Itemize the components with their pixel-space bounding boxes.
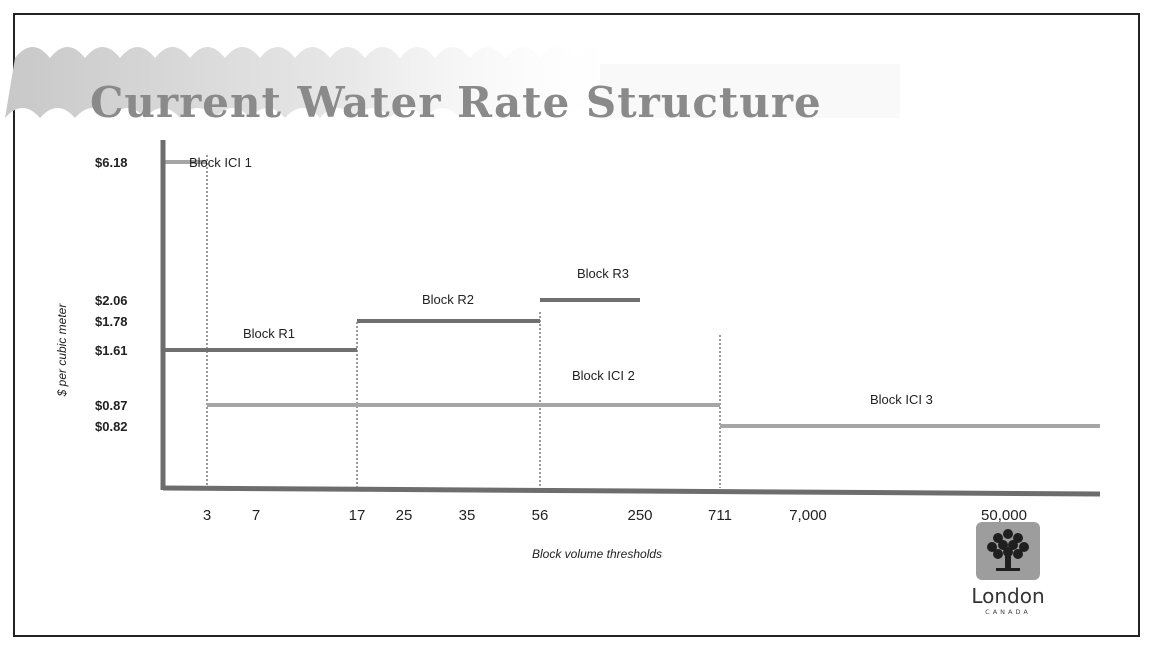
x-axis <box>162 485 1101 497</box>
london-logo: London CANADA <box>968 522 1048 616</box>
series-label-block-r2: Block R2 <box>422 292 474 307</box>
series-label-block-r1: Block R1 <box>243 326 295 341</box>
y-tick-label: $6.18 <box>95 155 128 170</box>
logo-wordmark: London <box>971 584 1045 608</box>
x-tick-label: 17 <box>349 507 366 524</box>
x-tick-label: 3 <box>203 507 211 524</box>
x-tick-label: 711 <box>708 507 732 524</box>
series-label-block-ici-2: Block ICI 2 <box>572 368 635 383</box>
series-label-block-ici-3: Block ICI 3 <box>870 392 933 407</box>
x-tick-label: 56 <box>532 507 549 524</box>
tree-icon <box>976 522 1040 580</box>
x-tick-label: 50,000 <box>981 507 1027 524</box>
band-fade <box>600 64 900 118</box>
y-axis-title: $ per cubic meter <box>55 303 69 398</box>
slide-title: Current Water Rate Structure <box>90 78 822 127</box>
x-axis-title: Block volume thresholds <box>532 547 662 561</box>
x-tick-label: 7,000 <box>789 507 827 524</box>
slide-frame <box>13 13 1140 637</box>
logo-subtitle: CANADA <box>985 608 1031 616</box>
title-banner <box>5 47 900 118</box>
scalloped-band <box>5 47 635 118</box>
x-tick-label: 25 <box>396 507 413 524</box>
y-tick-label: $2.06 <box>95 293 128 308</box>
y-tick-label: $0.87 <box>95 398 128 413</box>
y-tick-label: $1.78 <box>95 314 128 329</box>
y-tick-label: $0.82 <box>95 419 128 434</box>
x-tick-label: 7 <box>252 507 260 524</box>
series-label-block-r3: Block R3 <box>577 266 629 281</box>
x-tick-label: 250 <box>627 507 652 524</box>
series-label-block-ici-1: Block ICI 1 <box>189 155 252 170</box>
y-tick-label: $1.61 <box>95 343 128 358</box>
x-tick-label: 35 <box>459 507 476 524</box>
